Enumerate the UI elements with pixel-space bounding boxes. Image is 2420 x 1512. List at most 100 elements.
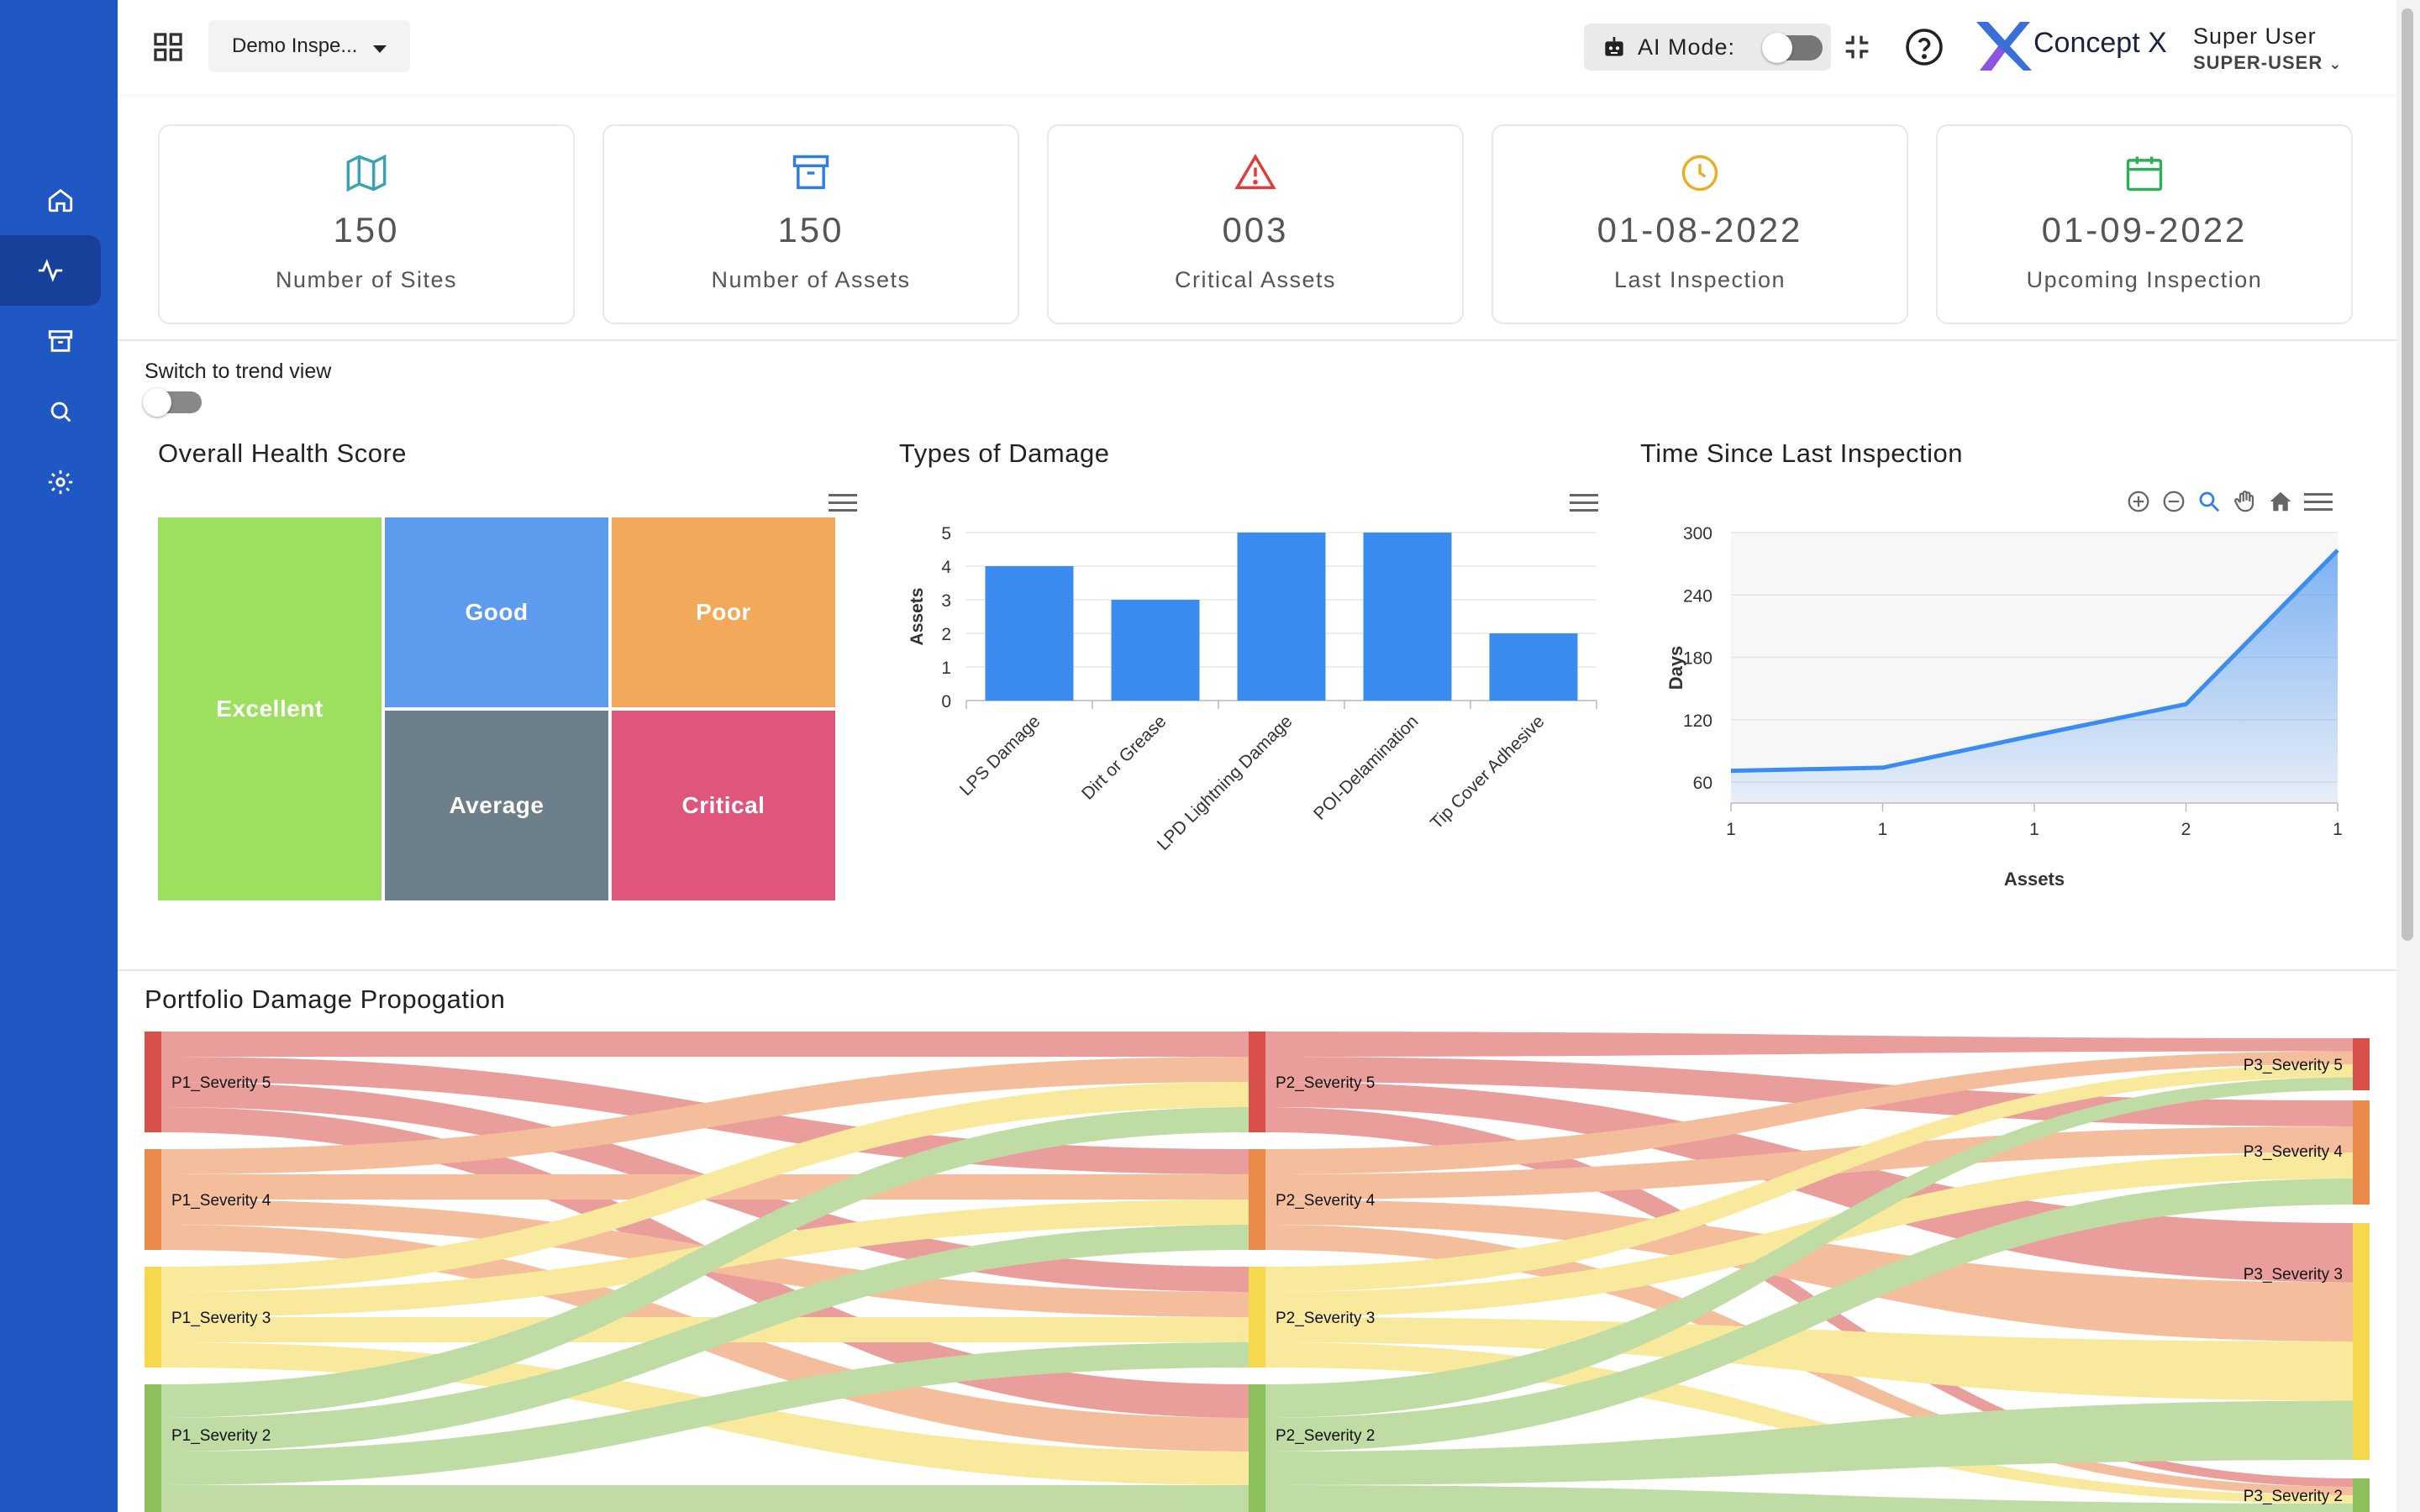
pan-hand-icon[interactable] <box>2232 489 2257 514</box>
y-tick-label: 0 <box>941 692 951 711</box>
top-header: Demo Inspe... AI Mode: Concept X Super U… <box>118 0 2396 94</box>
sankey-node-label: P3_Severity 4 <box>2244 1143 2344 1161</box>
x-tick-label: 1 <box>2029 820 2039 839</box>
y-tick-label: 2 <box>941 625 951 644</box>
sankey-link[interactable] <box>161 1057 1249 1174</box>
stat-card-upcoming-inspection: 01-09-2022 Upcoming Inspection <box>1936 124 2353 324</box>
stat-label: Number of Sites <box>275 267 458 292</box>
clock-icon <box>1681 155 1718 192</box>
sankey-node[interactable] <box>145 1267 161 1368</box>
y-tick-label: 240 <box>1683 586 1712 606</box>
section-divider <box>118 339 2396 341</box>
bar[interactable] <box>1363 533 1452 701</box>
user-role-menu[interactable]: SUPER-USER ⌄ <box>2193 52 2342 74</box>
sankey-node-label: P2_Severity 3 <box>1276 1310 1375 1327</box>
sankey-link[interactable] <box>1265 1317 2353 1401</box>
bar[interactable] <box>985 566 1074 701</box>
sankey-link[interactable] <box>161 1225 1249 1452</box>
y-axis-label: Days <box>1665 646 1686 690</box>
x-tick-label: Dirt or Grease <box>1078 711 1171 804</box>
brand-name: Concept X <box>2033 27 2167 59</box>
stat-label: Number of Assets <box>711 267 911 292</box>
trend-view-toggle[interactable] <box>143 388 202 417</box>
sankey-link[interactable] <box>1265 1077 2353 1419</box>
sankey-link[interactable] <box>161 1107 1249 1418</box>
exit-fullscreen-icon[interactable] <box>1840 30 1874 64</box>
sankey-node[interactable] <box>1249 1267 1265 1368</box>
x-tick-label: 1 <box>1726 820 1736 839</box>
sidebar-item-home[interactable] <box>20 165 101 235</box>
inspection-dropdown-value: Demo Inspe... <box>232 34 358 57</box>
treemap-cell-excellent[interactable]: Excellent <box>158 517 381 900</box>
chart-menu-icon[interactable] <box>829 492 857 514</box>
stat-card-sites: 150 Number of Sites <box>158 124 575 324</box>
chart-menu-icon[interactable] <box>1570 492 1598 514</box>
sankey-node[interactable] <box>2353 1223 2370 1460</box>
help-icon[interactable] <box>1904 27 1944 67</box>
apps-grid-icon[interactable] <box>151 30 185 64</box>
sankey-node[interactable] <box>2353 1478 2370 1512</box>
inspection-dropdown[interactable]: Demo Inspe... <box>208 20 410 72</box>
treemap-cell-poor[interactable]: Poor <box>612 517 835 707</box>
sankey-node[interactable] <box>145 1149 161 1250</box>
stat-label: Last Inspection <box>1613 267 1786 292</box>
sankey-link[interactable] <box>1265 1051 2353 1175</box>
treemap-cell-critical[interactable]: Critical <box>612 711 835 900</box>
reset-home-icon[interactable] <box>2267 489 2294 514</box>
sankey-link[interactable] <box>1265 1064 2353 1292</box>
sidebar-item-dashboard[interactable] <box>0 235 101 306</box>
sankey-link[interactable] <box>1265 1400 2353 1486</box>
zoom-out-icon[interactable] <box>2161 489 2186 514</box>
robot-icon <box>1605 37 1623 56</box>
sankey-link[interactable] <box>161 1032 1249 1057</box>
zoom-in-icon[interactable] <box>2126 489 2151 514</box>
sidebar-item-settings[interactable] <box>20 447 101 517</box>
sankey-title: Portfolio Damage Propogation <box>145 984 506 1014</box>
series-line[interactable] <box>1730 549 2339 774</box>
sankey-node-label: P2_Severity 5 <box>1276 1074 1375 1092</box>
sankey-link[interactable] <box>1265 1107 2353 1487</box>
ai-mode-toggle[interactable] <box>1762 33 1823 63</box>
scrollbar-thumb[interactable] <box>2402 8 2413 941</box>
y-tick-label: 5 <box>941 524 951 543</box>
sankey-node[interactable] <box>1249 1384 1265 1512</box>
y-tick-label: 120 <box>1683 711 1712 731</box>
sankey-node[interactable] <box>145 1032 161 1132</box>
bar[interactable] <box>1489 633 1578 701</box>
sankey-node-label: P1_Severity 3 <box>171 1310 271 1327</box>
sankey-link[interactable] <box>1265 1342 2353 1504</box>
sankey-node[interactable] <box>2353 1038 2370 1090</box>
x-axis-label: Assets <box>2004 869 2065 890</box>
sankey-node[interactable] <box>2353 1100 2370 1205</box>
x-tick-label: 1 <box>1878 820 1888 839</box>
x-tick-label: POI-Delamination <box>1310 711 1422 823</box>
inspection-area-chart: 60 120 180 240 300 1 1 1 2 1 Assets Days <box>1665 524 2343 890</box>
damage-bar-chart: 0 1 2 3 4 5 Assets LPS Damage Dirt or GreaseLPD … <box>908 524 1597 854</box>
treemap-cell-average[interactable]: Average <box>385 711 608 900</box>
sankey-link[interactable] <box>161 1342 1249 1485</box>
stat-value: 01-09-2022 <box>2041 210 2248 249</box>
treemap-cell-good[interactable]: Good <box>385 517 608 707</box>
sankey-link[interactable] <box>1265 1032 2353 1057</box>
caret-down-icon <box>373 45 387 53</box>
sankey-link[interactable] <box>1265 1126 2353 1200</box>
selection-zoom-icon[interactable] <box>2196 489 2222 514</box>
activity-icon <box>38 259 63 282</box>
chart-menu-icon[interactable] <box>2304 489 2333 514</box>
sankey-node-label: P1_Severity 4 <box>171 1192 271 1210</box>
sidebar <box>0 0 118 1512</box>
sankey-link[interactable] <box>161 1485 1249 1512</box>
sankey-node[interactable] <box>1249 1032 1265 1132</box>
sidebar-item-search[interactable] <box>20 376 101 447</box>
sankey-node[interactable] <box>1249 1149 1265 1250</box>
bar[interactable] <box>1237 533 1326 701</box>
bar[interactable] <box>1111 600 1200 701</box>
sankey-link[interactable] <box>161 1082 1249 1292</box>
sankey-node[interactable] <box>145 1384 161 1512</box>
sankey-link[interactable] <box>1265 1179 2353 1452</box>
sankey-link[interactable] <box>1265 1485 2353 1512</box>
sankey-link[interactable] <box>1265 1057 2353 1126</box>
sankey-link[interactable] <box>1265 1200 2353 1341</box>
ai-mode-label: AI Mode: <box>1638 34 1736 60</box>
sidebar-item-assets[interactable] <box>20 306 101 376</box>
